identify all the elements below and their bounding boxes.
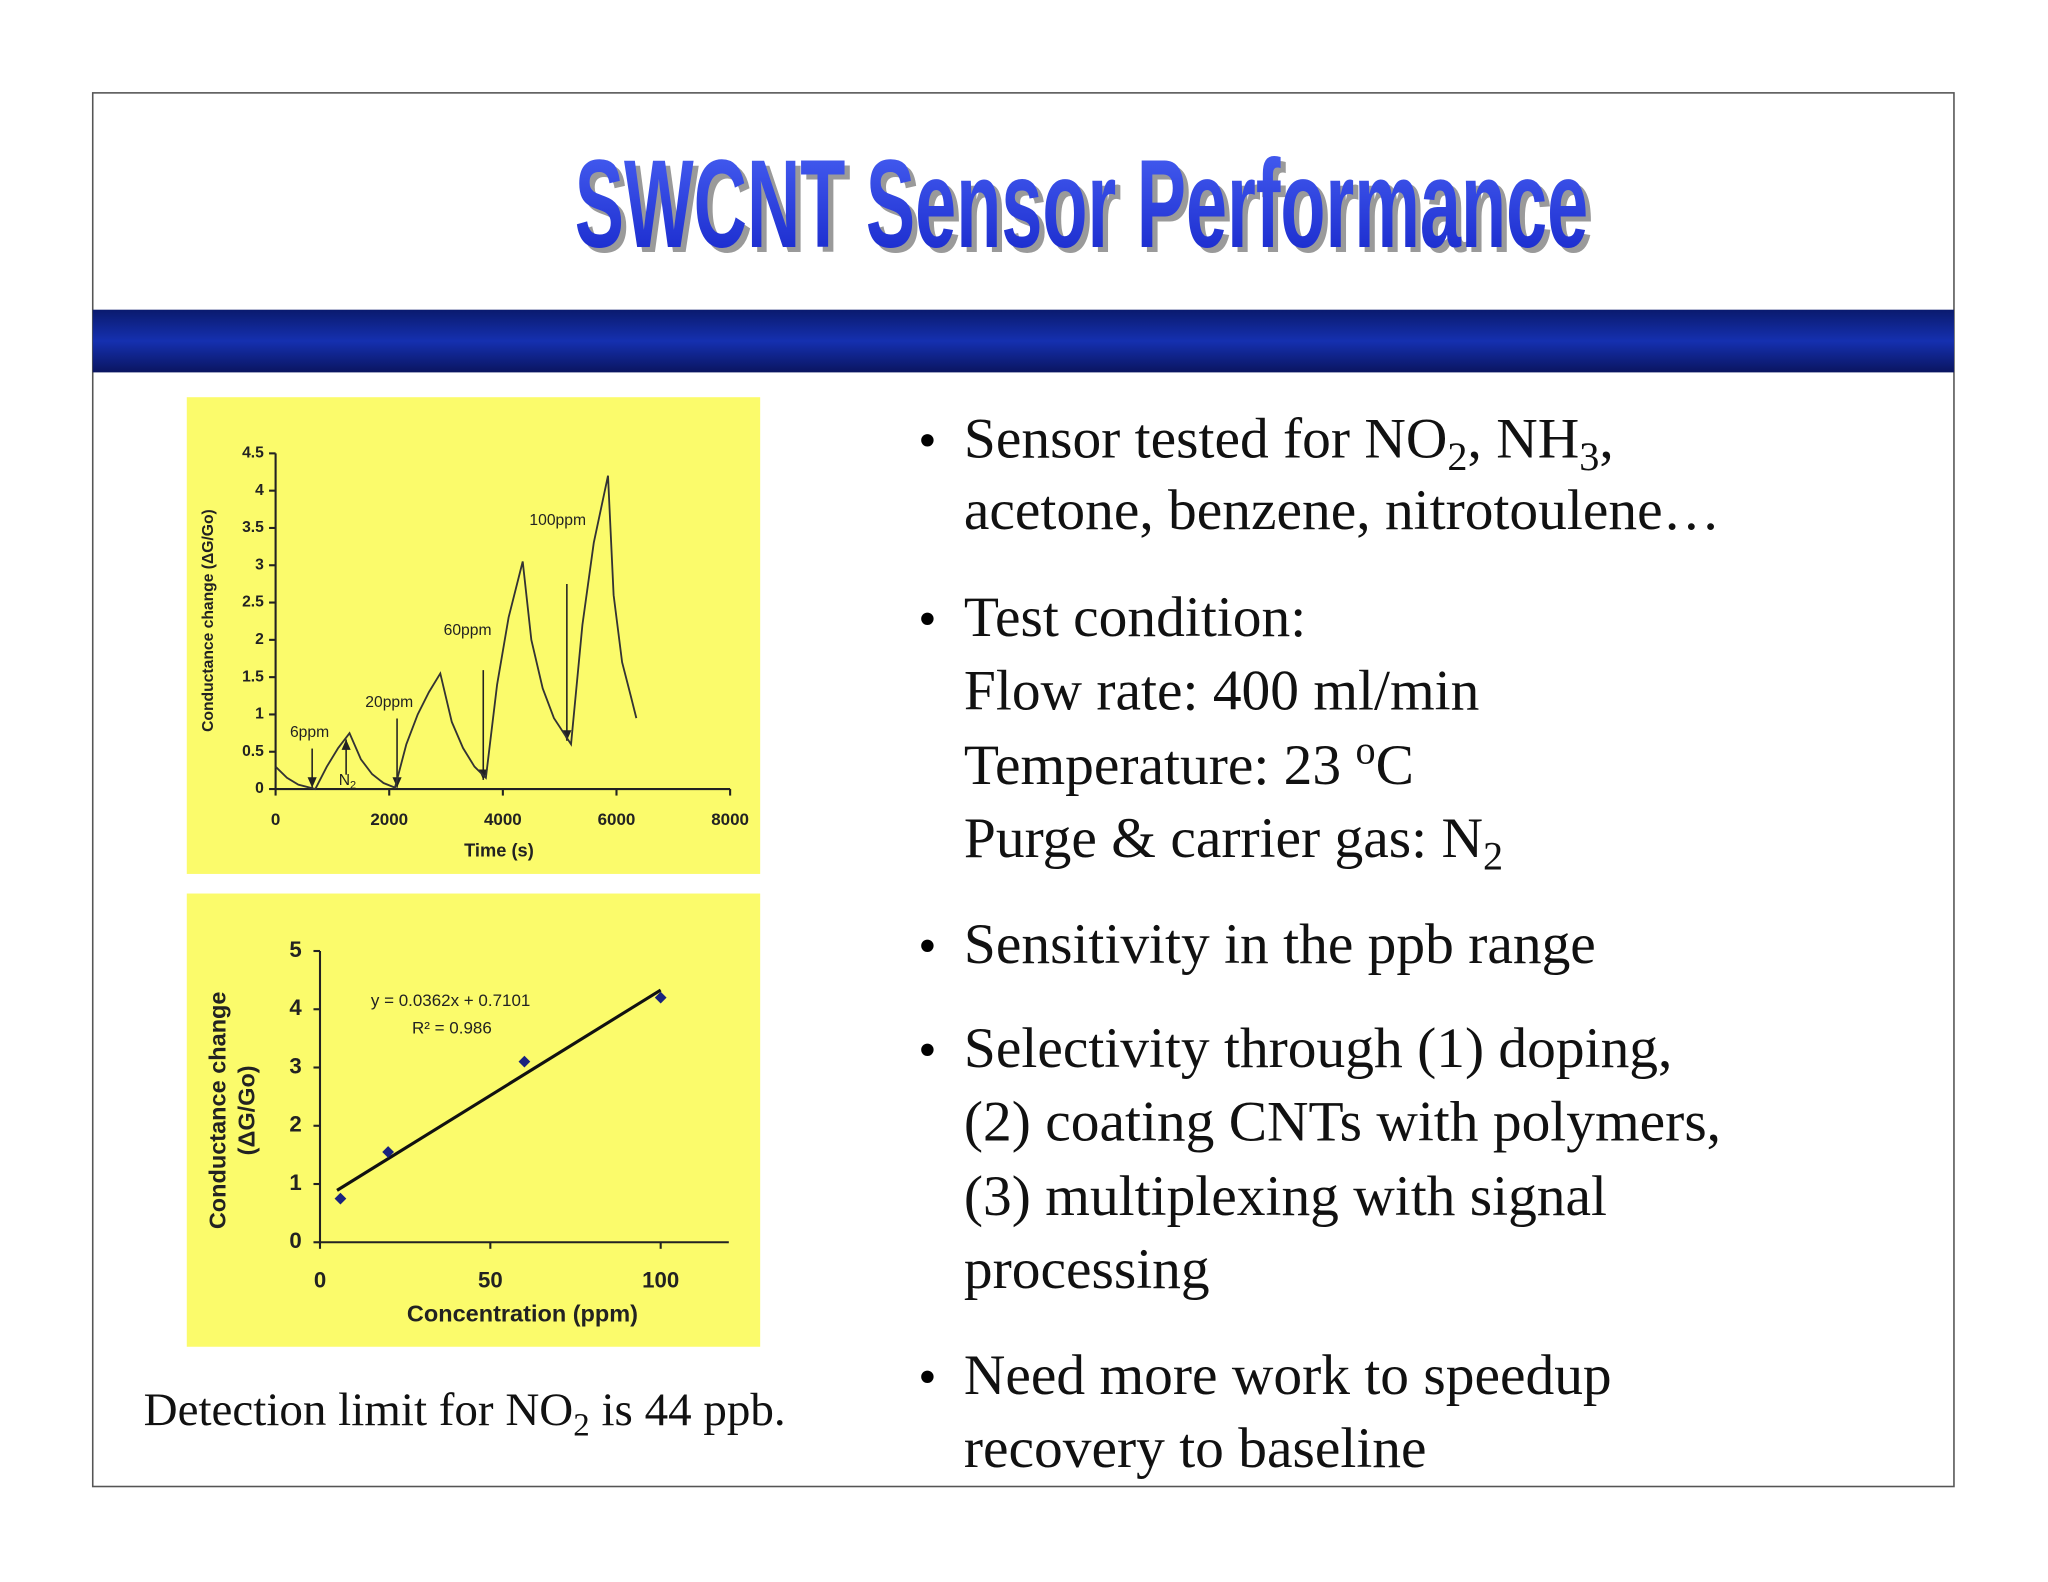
arrow-head bbox=[307, 777, 317, 788]
text-run: , bbox=[1599, 407, 1613, 470]
y-tick-label: 4 bbox=[255, 482, 264, 499]
data-point bbox=[654, 991, 667, 1004]
arrow-head bbox=[341, 739, 351, 750]
text-run: (3) multiplexing with signal bbox=[964, 1165, 1607, 1228]
text-run: Purge & carrier gas: N bbox=[964, 807, 1483, 870]
y-tick-label: 2 bbox=[255, 631, 264, 648]
y-tick-label: 0.5 bbox=[242, 743, 264, 760]
annotation: 60ppm bbox=[444, 622, 492, 639]
x-tick-label: 100 bbox=[642, 1267, 679, 1292]
x-tick-label: 2000 bbox=[370, 810, 408, 829]
text-run: 100ppm bbox=[529, 512, 586, 529]
y-tick-label: 3 bbox=[289, 1053, 301, 1078]
y-tick-label: 2 bbox=[289, 1112, 301, 1137]
y-tick-label: 4.5 bbox=[242, 445, 264, 462]
bullet-line: Purge & carrier gas: N2​ bbox=[964, 807, 1503, 879]
x-axis-label: Time (s) bbox=[464, 840, 534, 861]
x-tick-label: 6000 bbox=[598, 810, 636, 829]
text-run: 6ppm bbox=[290, 724, 329, 741]
subscript: 2 bbox=[573, 1407, 589, 1443]
slide-title: SWCNT Sensor Performance bbox=[575, 133, 1589, 274]
trendline bbox=[336, 988, 662, 1192]
text-run: Detection limit for NO bbox=[144, 1384, 574, 1436]
annotation: N2​ bbox=[339, 772, 356, 791]
bullet-line: Selectivity through (1) doping, bbox=[964, 1017, 1672, 1080]
bullet-line: Sensitivity in the ppb range bbox=[964, 913, 1596, 976]
text-run: 20ppm bbox=[365, 694, 413, 711]
bullet-symbol: • bbox=[918, 590, 936, 648]
bullet-line: Test condition: bbox=[964, 586, 1306, 649]
y-tick-label: 0 bbox=[255, 780, 264, 797]
y-tick-label: 4 bbox=[289, 995, 302, 1020]
x-tick-label: 4000 bbox=[484, 810, 522, 829]
x-tick-label: 50 bbox=[478, 1267, 503, 1292]
text-run: y = 0.0362x + 0.7101 bbox=[371, 991, 530, 1010]
y-axis-label: (ΔG/Go) bbox=[233, 1065, 259, 1155]
text-run: recovery to baseline bbox=[964, 1417, 1427, 1480]
annotation: 6ppm bbox=[290, 724, 329, 741]
y-tick-label: 0 bbox=[289, 1228, 301, 1253]
header-bar bbox=[92, 309, 1954, 373]
chart-background bbox=[186, 893, 761, 1347]
caption: Detection limit for NO2​ is 44 ppb. bbox=[144, 1384, 786, 1443]
y-tick-label: 2.5 bbox=[242, 594, 264, 611]
x-tick-label: 8000 bbox=[711, 810, 749, 829]
y-tick-label: 1 bbox=[255, 706, 264, 723]
text-run: Sensor tested for NO bbox=[964, 407, 1447, 470]
text-run: Need more work to speedup bbox=[964, 1344, 1612, 1407]
bullet-line: recovery to baseline bbox=[964, 1417, 1427, 1480]
text-run: Sensitivity in the ppb range bbox=[964, 913, 1596, 976]
bullet-symbol: • bbox=[918, 411, 936, 469]
text-run: R² = 0.986 bbox=[412, 1018, 492, 1037]
superscript: o bbox=[1356, 728, 1376, 773]
bullet-symbol: • bbox=[918, 1348, 936, 1406]
text-run: (2) coating CNTs with polymers, bbox=[964, 1090, 1721, 1153]
y-tick-label: 1 bbox=[289, 1170, 301, 1195]
subscript: 2 bbox=[1483, 834, 1503, 879]
text-run: Test condition: bbox=[964, 586, 1306, 649]
x-axis-label: Concentration (ppm) bbox=[407, 1301, 638, 1327]
text-run: is 44 ppb. bbox=[590, 1384, 786, 1436]
x-tick-label: 0 bbox=[314, 1267, 326, 1292]
text-run: acetone, benzene, nitrotoulene… bbox=[964, 479, 1720, 542]
bullet-line: (2) coating CNTs with polymers, bbox=[964, 1090, 1721, 1153]
bullet-line: Flow rate: 400 ml/min bbox=[964, 659, 1479, 722]
x-tick-label: 0 bbox=[271, 810, 280, 829]
text-run: processing bbox=[964, 1238, 1210, 1301]
y-tick-label: 3.5 bbox=[242, 519, 264, 536]
annotation: 100ppm bbox=[529, 512, 586, 529]
bullet-line: Sensor tested for NO2​, NH3​, bbox=[964, 407, 1614, 479]
chart-background bbox=[186, 397, 761, 874]
subscript: 2 bbox=[1447, 434, 1467, 479]
bullet-symbol: • bbox=[918, 917, 936, 975]
bullet-line: (3) multiplexing with signal bbox=[964, 1165, 1607, 1228]
data-line bbox=[274, 475, 638, 791]
text-run: Flow rate: 400 ml/min bbox=[964, 659, 1479, 722]
text-run: N bbox=[339, 772, 350, 789]
y-tick-label: 1.5 bbox=[242, 668, 264, 685]
text-run: C bbox=[1376, 734, 1414, 797]
bullet-line: acetone, benzene, nitrotoulene… bbox=[964, 479, 1720, 542]
title-shadow: SWCNT Sensor Performance bbox=[580, 138, 1594, 279]
bullet-line: processing bbox=[964, 1238, 1210, 1301]
y-tick-label: 5 bbox=[289, 937, 301, 962]
data-point bbox=[334, 1192, 347, 1205]
subscript: 3 bbox=[1579, 434, 1599, 479]
bullet-symbol: • bbox=[918, 1021, 936, 1079]
subscript: 2 bbox=[350, 780, 356, 792]
y-axis-label: Conductance change bbox=[205, 992, 231, 1230]
bullet-line: Need more work to speedup bbox=[964, 1344, 1612, 1407]
y-tick-label: 3 bbox=[255, 556, 264, 573]
annotation: 20ppm bbox=[365, 694, 413, 711]
text-run: Selectivity through (1) doping, bbox=[964, 1017, 1672, 1080]
text-run: 60ppm bbox=[444, 622, 492, 639]
annotation: R² = 0.986 bbox=[412, 1018, 492, 1037]
bullet-line: Temperature: 23 o​C bbox=[964, 728, 1414, 797]
annotation: y = 0.0362x + 0.7101 bbox=[371, 991, 530, 1010]
y-axis-label: Conductance change (ΔG/Go) bbox=[200, 509, 217, 732]
text-run: Temperature: 23 bbox=[964, 734, 1356, 797]
text-run: , NH bbox=[1468, 407, 1580, 470]
